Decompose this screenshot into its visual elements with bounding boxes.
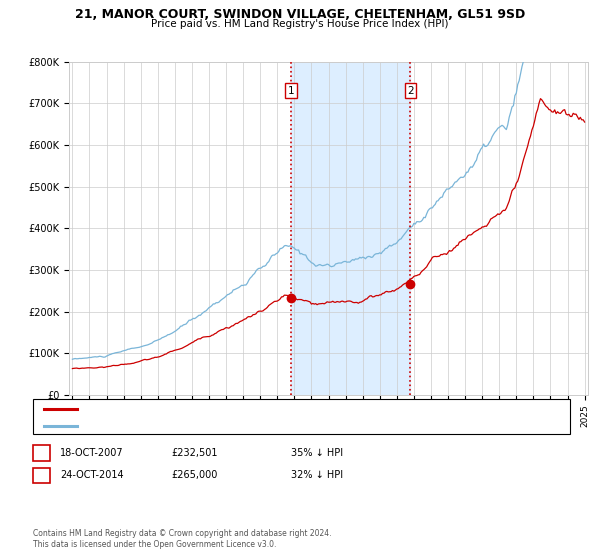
Text: 32% ↓ HPI: 32% ↓ HPI (291, 470, 343, 480)
Text: 2: 2 (407, 86, 414, 96)
Text: 1: 1 (38, 448, 44, 458)
Text: £265,000: £265,000 (171, 470, 217, 480)
Text: 21, MANOR COURT, SWINDON VILLAGE, CHELTENHAM, GL51 9SD (detached house): 21, MANOR COURT, SWINDON VILLAGE, CHELTE… (83, 404, 443, 413)
Text: 35% ↓ HPI: 35% ↓ HPI (291, 448, 343, 458)
Text: 2: 2 (38, 470, 44, 480)
Text: 18-OCT-2007: 18-OCT-2007 (60, 448, 124, 458)
Text: 21, MANOR COURT, SWINDON VILLAGE, CHELTENHAM, GL51 9SD: 21, MANOR COURT, SWINDON VILLAGE, CHELTE… (75, 8, 525, 21)
Bar (291, 62, 410, 395)
Text: 1: 1 (287, 86, 294, 96)
Text: 24-OCT-2014: 24-OCT-2014 (60, 470, 124, 480)
Text: Contains HM Land Registry data © Crown copyright and database right 2024.
This d: Contains HM Land Registry data © Crown c… (33, 529, 331, 549)
Text: £232,501: £232,501 (171, 448, 218, 458)
Text: Price paid vs. HM Land Registry's House Price Index (HPI): Price paid vs. HM Land Registry's House … (151, 19, 449, 29)
Text: HPI: Average price, detached house, Cheltenham: HPI: Average price, detached house, Chel… (83, 421, 295, 430)
